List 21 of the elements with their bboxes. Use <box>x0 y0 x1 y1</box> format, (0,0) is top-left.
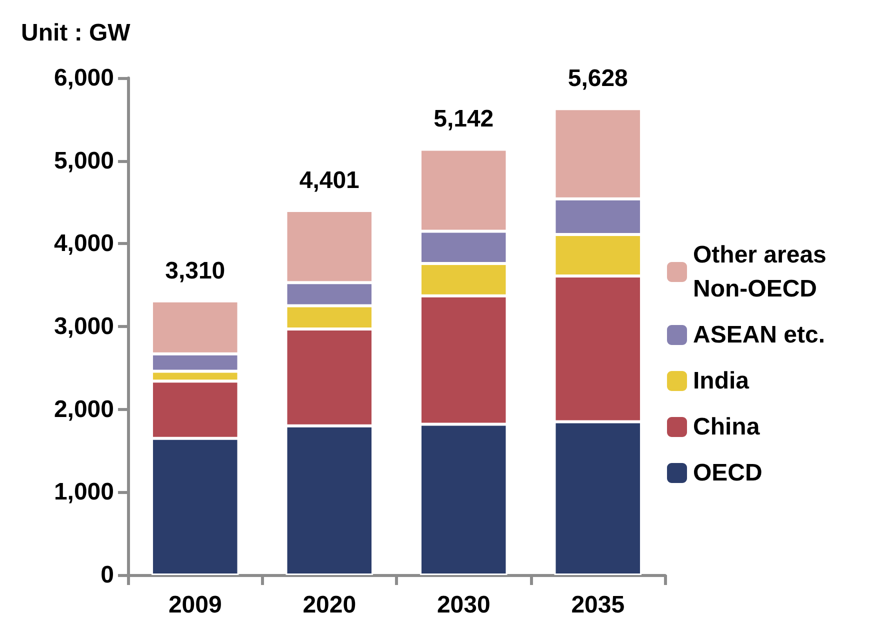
legend-label: ASEAN etc. <box>693 322 826 348</box>
x-tick-label: 2035 <box>571 592 625 618</box>
x-tick-label: 2020 <box>302 592 356 618</box>
y-tick-label: 0 <box>100 562 114 588</box>
legend-label: China <box>693 414 760 440</box>
y-tick-label: 3,000 <box>54 313 114 340</box>
y-tick-label: 6,000 <box>54 64 114 92</box>
total-label: 5,142 <box>434 106 494 133</box>
x-tick-label: 2030 <box>436 592 490 618</box>
legend-label: Other areas Non-OECD <box>693 242 834 302</box>
legend-label: OECD <box>693 460 762 486</box>
total-label: 4,401 <box>299 167 360 194</box>
total-label: 5,628 <box>568 65 628 92</box>
y-tick-label: 2,000 <box>54 396 114 423</box>
y-tick-label: 4,000 <box>54 230 114 258</box>
x-tick-label: 2009 <box>168 592 222 618</box>
y-tick-label: 1,000 <box>54 478 114 506</box>
total-label: 3,310 <box>165 257 226 284</box>
y-axis-title: Unit : GW <box>21 20 131 46</box>
y-tick-label: 5,000 <box>54 147 114 174</box>
legend-label: India <box>693 368 750 394</box>
